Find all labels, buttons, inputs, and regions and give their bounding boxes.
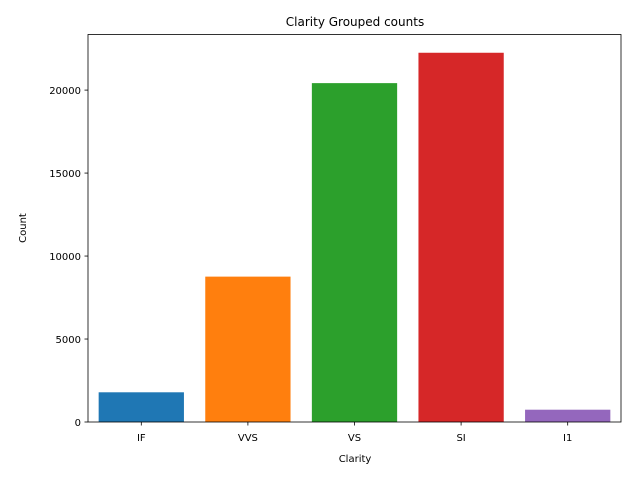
y-tick-label: 20000 (49, 86, 81, 97)
y-axis-label: Count (18, 213, 29, 243)
chart-title: Clarity Grouped counts (286, 15, 424, 29)
x-tick-label: IF (137, 433, 146, 444)
plot-frame (87, 34, 622, 423)
x-tick-label: VS (348, 433, 361, 444)
bar-vs (311, 83, 398, 422)
bar-si (418, 52, 504, 422)
bars-group (98, 52, 611, 422)
y-tick-label: 0 (75, 418, 81, 429)
y-tick-label: 10000 (49, 252, 81, 263)
y-axis: 0 5000 10000 15000 20000 (49, 86, 88, 429)
y-tick-label: 5000 (56, 335, 81, 346)
x-tick-label: SI (456, 433, 465, 444)
bar-vvs (205, 276, 291, 422)
x-axis: IF VVS VS SI I1 (137, 422, 572, 444)
x-tick-label: I1 (563, 433, 572, 444)
x-tick-label: VVS (238, 433, 258, 444)
bar-if (98, 392, 184, 422)
y-tick-label: 15000 (49, 169, 81, 180)
bar-i1 (525, 409, 611, 422)
x-axis-label: Clarity (339, 454, 372, 465)
